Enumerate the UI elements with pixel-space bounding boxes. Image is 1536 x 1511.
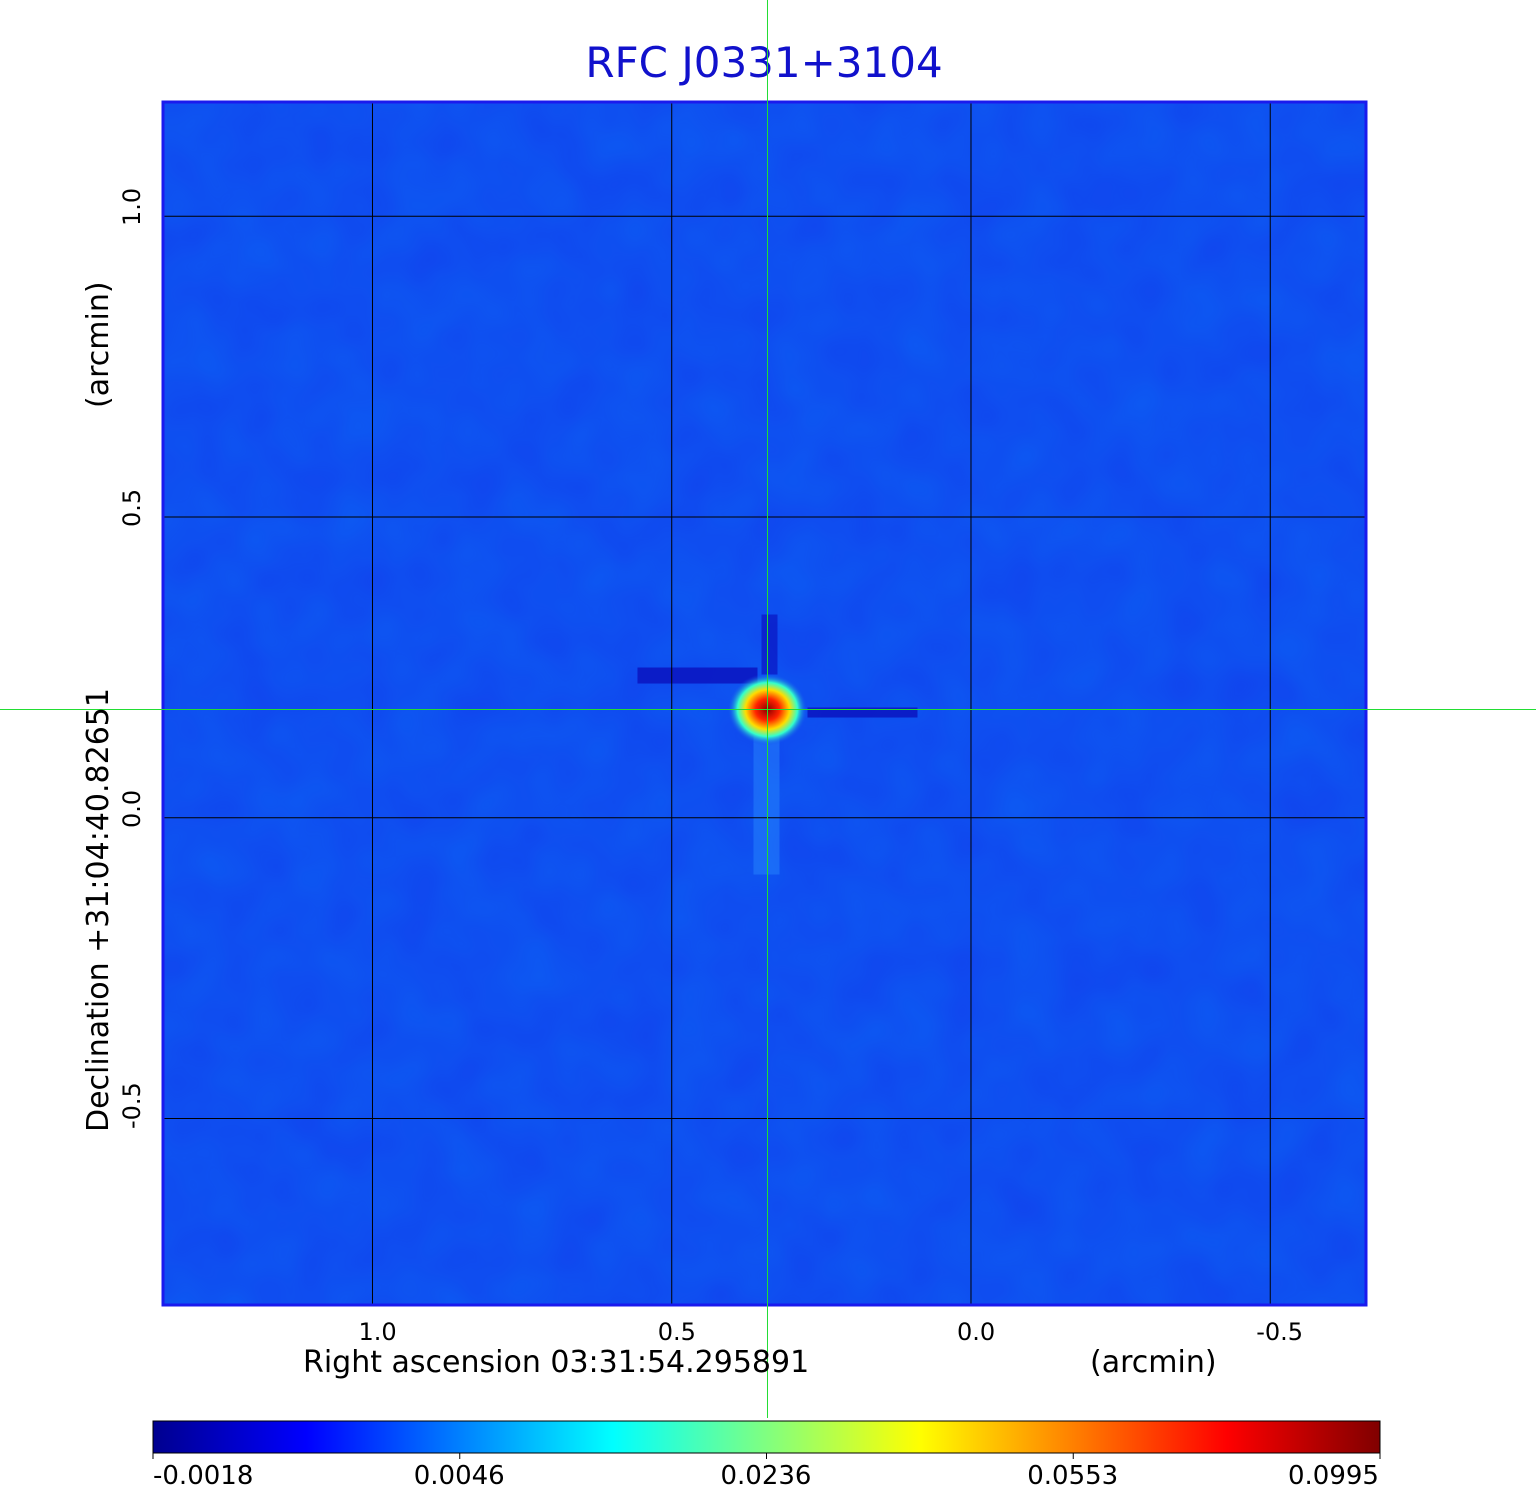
- sidelobe-dark-right: [807, 707, 918, 718]
- y-tick-label: 1.0: [118, 188, 146, 227]
- y-axis-unit: (arcmin): [81, 281, 116, 408]
- colorbar-tick-label: 0.0995: [1288, 1461, 1379, 1491]
- colorbar-tick-label: 0.0236: [720, 1461, 812, 1491]
- colorbar-tick-label: 0.0553: [1027, 1461, 1119, 1491]
- colorbar-tick-label: -0.0018: [153, 1461, 254, 1491]
- y-tick-label: 0.5: [118, 488, 146, 528]
- x-axis-unit: (arcmin): [1090, 1345, 1217, 1380]
- plot-frame: [161, 100, 1368, 1307]
- sidelobe-dark-left: [637, 667, 758, 684]
- x-axis-label: Right ascension 03:31:54.295891: [303, 1345, 810, 1380]
- sidelobe-bright-bottom: [753, 734, 780, 875]
- colorbar-tick-label: 0.0046: [413, 1461, 505, 1491]
- y-tick-label: 0.0: [118, 789, 146, 828]
- y-tick-label: -0.5: [118, 1081, 146, 1129]
- x-tick-label: 0.0: [956, 1318, 996, 1346]
- x-tick-label: 0.5: [657, 1318, 696, 1346]
- x-tick-label: -0.5: [1256, 1318, 1304, 1346]
- plot-title: RFC J0331+3104: [585, 38, 943, 87]
- sidelobe-dark-top: [761, 614, 778, 675]
- colorbar: [152, 1420, 1381, 1454]
- y-axis-label: Declination +31:04:40.82651: [81, 688, 116, 1132]
- x-tick-label: 1.0: [358, 1318, 397, 1346]
